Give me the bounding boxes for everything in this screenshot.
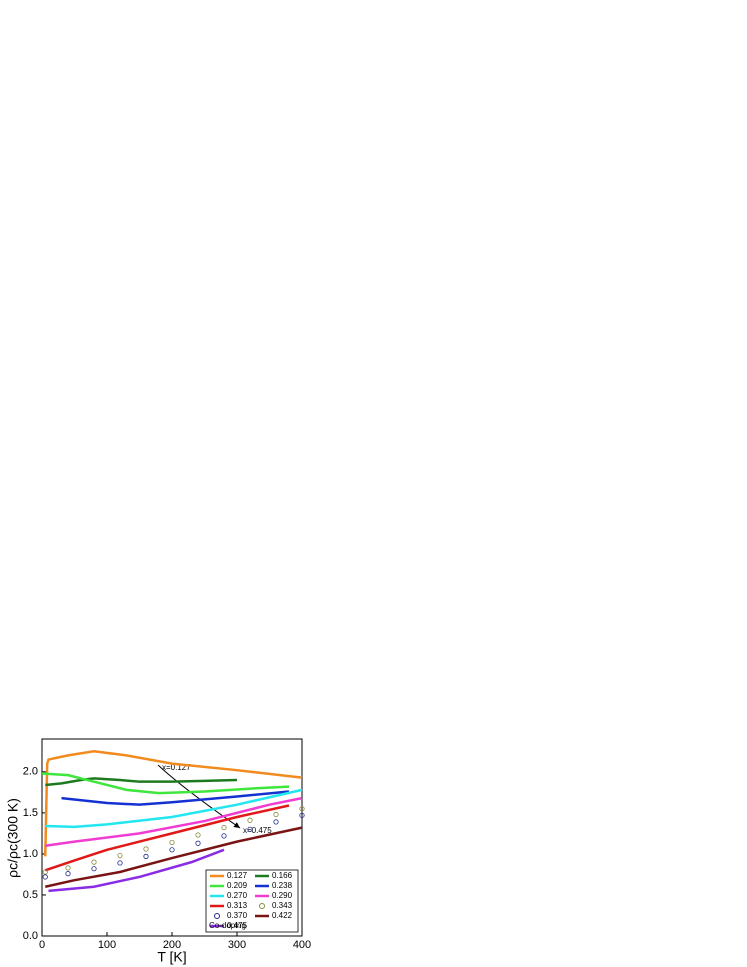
data-point: [91, 866, 97, 872]
y-tick-label: 0.5: [23, 889, 38, 901]
y-tick-label: 2.0: [23, 766, 38, 778]
data-point: [299, 806, 305, 812]
legend-box: [205, 869, 299, 933]
x-axis-label: T [K]: [157, 949, 186, 965]
data-line: [45, 788, 303, 829]
x-tick-label: 100: [98, 939, 116, 951]
x-tick-label: 0: [39, 939, 45, 951]
legend-marker: [259, 903, 265, 909]
legend: 0.127 0.166 0.209 0.238 0.270 0.290 0.313 0.343…: [205, 869, 299, 933]
data-point: [143, 853, 149, 859]
legend-label: 0.475: [227, 921, 248, 930]
legend-label: 0.209: [227, 881, 248, 890]
annotation: x=0.127: [162, 763, 191, 772]
legend-label: 0.422: [272, 911, 293, 920]
legend-label: 0.270: [227, 891, 248, 900]
y-axis-label: ρc/ρc(300 K): [5, 798, 21, 878]
data-point: [221, 833, 227, 839]
data-point: [273, 819, 279, 825]
y-tick-label: 1.5: [23, 807, 38, 819]
data-point: [169, 839, 175, 846]
data-point: [117, 852, 123, 859]
x-tick-label: 400: [293, 939, 311, 951]
x-tick-label: 300: [228, 939, 246, 951]
data-line: [44, 750, 303, 857]
data-point: [195, 840, 201, 846]
data-line: [45, 796, 303, 847]
data-point: [247, 817, 253, 823]
legend-marker: [214, 913, 220, 919]
legend-label: 0.370: [227, 911, 248, 920]
data-point: [273, 811, 279, 818]
data-line: [44, 804, 290, 872]
data-point: [91, 859, 97, 865]
data-point: [42, 869, 48, 875]
annotation: x=0.475: [243, 826, 272, 835]
y-tick-label: 1.0: [23, 848, 38, 860]
legend-label: 0.290: [272, 891, 293, 900]
legend-label: 0.127: [227, 871, 248, 880]
y-tick-label: 0.0: [23, 930, 38, 942]
data-point: [195, 832, 201, 838]
data-point: [117, 860, 123, 866]
data-point: [169, 847, 175, 853]
x-tick-label: 200: [163, 939, 181, 951]
legend-label: 0.238: [272, 881, 293, 890]
data-point: [65, 871, 71, 877]
data-point: [247, 826, 253, 832]
data-point: [143, 846, 149, 852]
data-point: [221, 825, 227, 831]
data-line: [41, 772, 290, 795]
data-line: [44, 826, 303, 888]
data-point: [42, 874, 48, 880]
data-line: [48, 848, 225, 893]
legend-label: 0.343: [272, 901, 293, 910]
legend-note: Co-doping: [209, 921, 246, 930]
data-line: [61, 790, 290, 806]
data-point: [65, 865, 71, 871]
legend-label: 0.166: [272, 871, 293, 880]
legend-label: 0.313: [227, 901, 248, 910]
data-line: [45, 777, 238, 787]
data-point: [299, 812, 305, 818]
